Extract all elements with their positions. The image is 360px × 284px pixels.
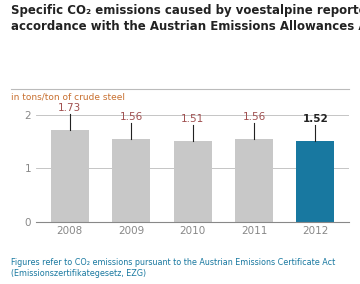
Text: 1.51: 1.51	[181, 114, 204, 124]
Text: 1.52: 1.52	[302, 114, 328, 124]
Text: in tons/ton of crude steel: in tons/ton of crude steel	[11, 92, 125, 101]
Bar	[51, 130, 89, 222]
Text: 1.73: 1.73	[58, 103, 81, 112]
Text: 1.56: 1.56	[242, 112, 266, 122]
Text: 1.56: 1.56	[120, 112, 143, 122]
Bar	[235, 139, 273, 222]
Text: Specific CO₂ emissions caused by voestalpine reported in
accordance with the Aus: Specific CO₂ emissions caused by voestal…	[11, 4, 360, 33]
Bar	[174, 141, 212, 222]
Bar	[296, 141, 334, 222]
Bar	[112, 139, 150, 222]
Text: Figures refer to CO₂ emissions pursuant to the Austrian Emissions Certificate Ac: Figures refer to CO₂ emissions pursuant …	[11, 258, 335, 278]
